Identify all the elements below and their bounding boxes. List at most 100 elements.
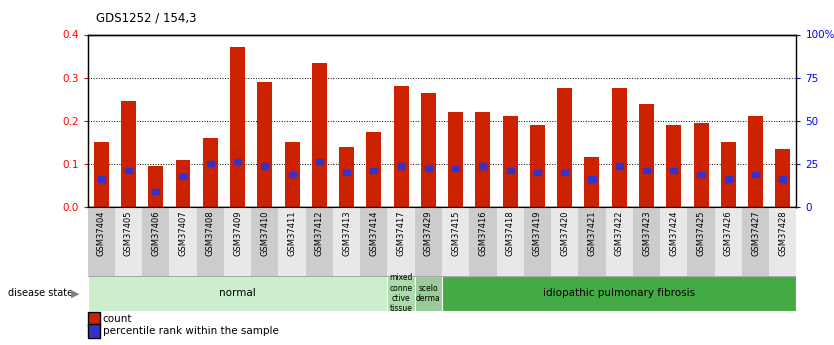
Bar bbox=[234, 159, 241, 164]
Bar bbox=[360, 207, 388, 276]
Bar bbox=[414, 276, 442, 310]
Text: normal: normal bbox=[219, 288, 256, 298]
Bar bbox=[339, 147, 354, 207]
Text: GSM37414: GSM37414 bbox=[369, 210, 379, 256]
Bar bbox=[316, 159, 323, 164]
Bar bbox=[694, 123, 709, 207]
Text: GSM37427: GSM37427 bbox=[751, 210, 760, 256]
Bar bbox=[125, 168, 132, 173]
Bar bbox=[589, 176, 595, 181]
Bar bbox=[230, 47, 245, 207]
Text: percentile rank within the sample: percentile rank within the sample bbox=[103, 326, 279, 336]
Bar bbox=[421, 93, 436, 207]
Bar bbox=[142, 207, 169, 276]
Text: GSM37429: GSM37429 bbox=[424, 210, 433, 256]
Text: GSM37416: GSM37416 bbox=[479, 210, 487, 256]
Text: GSM37413: GSM37413 bbox=[342, 210, 351, 256]
Bar bbox=[480, 164, 486, 169]
Text: GSM37408: GSM37408 bbox=[206, 210, 215, 256]
Bar bbox=[121, 101, 136, 207]
Bar bbox=[333, 207, 360, 276]
Bar bbox=[251, 207, 279, 276]
Text: GSM37415: GSM37415 bbox=[451, 210, 460, 256]
Bar bbox=[551, 207, 578, 276]
Text: GSM37420: GSM37420 bbox=[560, 210, 570, 256]
Bar bbox=[197, 207, 224, 276]
Text: GSM37406: GSM37406 bbox=[151, 210, 160, 256]
Bar bbox=[506, 168, 514, 173]
Text: GSM37426: GSM37426 bbox=[724, 210, 733, 256]
Bar bbox=[224, 207, 251, 276]
Text: GSM37421: GSM37421 bbox=[587, 210, 596, 256]
Bar bbox=[98, 176, 105, 181]
Bar bbox=[169, 207, 197, 276]
Bar bbox=[312, 62, 327, 207]
Bar bbox=[615, 164, 623, 169]
Bar bbox=[284, 142, 299, 207]
Bar bbox=[394, 86, 409, 207]
Bar bbox=[561, 170, 568, 175]
Bar bbox=[448, 112, 463, 207]
Bar bbox=[534, 170, 541, 175]
Bar bbox=[470, 207, 496, 276]
Bar bbox=[605, 207, 633, 276]
Bar bbox=[687, 207, 715, 276]
Bar bbox=[115, 207, 142, 276]
Text: GSM37410: GSM37410 bbox=[260, 210, 269, 256]
Text: GSM37418: GSM37418 bbox=[505, 210, 515, 256]
Bar bbox=[366, 131, 381, 207]
Bar bbox=[769, 207, 796, 276]
Bar bbox=[633, 207, 661, 276]
Text: GSM37407: GSM37407 bbox=[178, 210, 188, 256]
Bar bbox=[721, 142, 736, 207]
Bar bbox=[524, 207, 551, 276]
Bar bbox=[175, 159, 190, 207]
Bar bbox=[661, 207, 687, 276]
Bar bbox=[179, 174, 187, 179]
Bar bbox=[742, 207, 769, 276]
Bar bbox=[715, 207, 742, 276]
Bar bbox=[557, 88, 572, 207]
Bar bbox=[776, 149, 791, 207]
Bar bbox=[578, 207, 605, 276]
Bar bbox=[258, 82, 272, 207]
Text: mixed
conne
ctive
tissue: mixed conne ctive tissue bbox=[389, 273, 413, 313]
Text: GSM37428: GSM37428 bbox=[778, 210, 787, 256]
Text: ▶: ▶ bbox=[71, 288, 79, 298]
Text: GSM37422: GSM37422 bbox=[615, 210, 624, 256]
Text: GSM37424: GSM37424 bbox=[669, 210, 678, 256]
Bar bbox=[639, 104, 654, 207]
Text: GSM37404: GSM37404 bbox=[97, 210, 106, 256]
Bar bbox=[752, 172, 759, 177]
Text: scelo
derma: scelo derma bbox=[416, 284, 440, 303]
Text: disease state: disease state bbox=[8, 288, 73, 298]
Bar bbox=[152, 189, 159, 195]
Bar bbox=[370, 168, 378, 173]
Bar bbox=[306, 207, 333, 276]
Text: GSM37417: GSM37417 bbox=[397, 210, 405, 256]
Bar bbox=[671, 168, 677, 173]
Bar bbox=[666, 125, 681, 207]
Bar bbox=[88, 207, 115, 276]
Bar bbox=[425, 166, 432, 171]
Text: GSM37423: GSM37423 bbox=[642, 210, 651, 256]
Bar bbox=[203, 138, 218, 207]
Bar bbox=[388, 276, 414, 310]
Bar bbox=[779, 176, 786, 181]
Bar bbox=[388, 207, 414, 276]
Bar bbox=[148, 166, 163, 207]
Text: GSM37411: GSM37411 bbox=[288, 210, 297, 256]
Bar bbox=[207, 161, 214, 167]
Bar bbox=[398, 164, 404, 169]
Text: idiopathic pulmonary fibrosis: idiopathic pulmonary fibrosis bbox=[543, 288, 696, 298]
Bar bbox=[748, 117, 763, 207]
Bar bbox=[697, 172, 705, 177]
Text: GSM37405: GSM37405 bbox=[124, 210, 133, 256]
Bar bbox=[725, 176, 732, 181]
Text: GSM37409: GSM37409 bbox=[233, 210, 242, 256]
Bar bbox=[643, 168, 650, 173]
Bar bbox=[475, 112, 490, 207]
Text: GSM37412: GSM37412 bbox=[314, 210, 324, 256]
Bar bbox=[612, 88, 626, 207]
Bar bbox=[279, 207, 306, 276]
